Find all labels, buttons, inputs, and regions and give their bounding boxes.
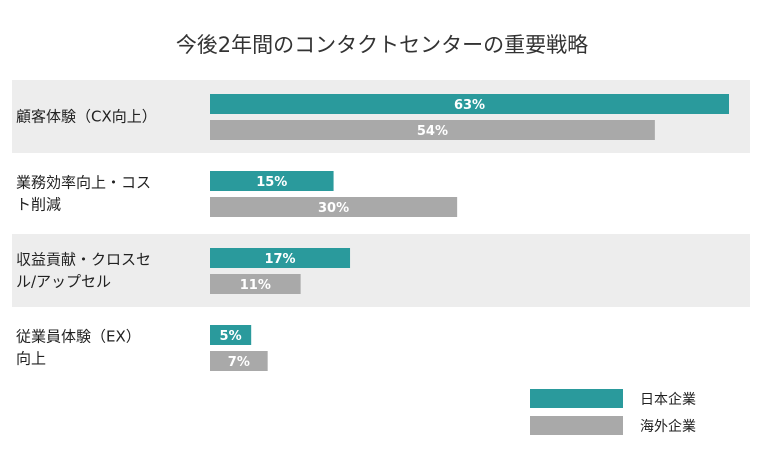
category-label: 業務効率向上・コス <box>16 174 151 192</box>
bar <box>210 351 268 371</box>
data-label: 63% <box>454 98 485 113</box>
bar <box>210 171 334 191</box>
category-labels: 顧客体験（CX向上） 業務効率向上・コスト削減収益貢献・クロスセル/アップセル従業… <box>16 108 157 368</box>
bar <box>210 325 252 345</box>
legend-label: 日本企業 <box>640 391 696 408</box>
data-label: 30% <box>318 201 349 216</box>
data-label: 17% <box>264 252 295 267</box>
category-bands <box>12 80 750 384</box>
bar <box>210 94 729 114</box>
category-band <box>12 311 750 384</box>
chart-title: 今後2年間のコンタクトセンターの重要戦略 <box>176 33 588 57</box>
bar <box>210 197 458 217</box>
data-label: 11% <box>240 278 271 293</box>
category-band <box>12 157 750 230</box>
bar <box>210 274 301 294</box>
bars: 63% 54% 15% 30% 17% 11% 5% 7% <box>210 94 729 371</box>
bar <box>210 120 655 140</box>
category-label: 顧客体験（CX向上） <box>16 108 157 126</box>
bar <box>210 248 351 268</box>
legend-label: 海外企業 <box>640 418 696 435</box>
category-label: 収益貢献・クロスセ <box>16 251 151 269</box>
category-label: ル/アップセル <box>16 273 111 291</box>
category-label: 向上 <box>16 350 46 368</box>
data-label: 54% <box>417 124 448 139</box>
category-label: ト削減 <box>16 196 61 214</box>
category-label: 従業員体験（EX） <box>16 328 141 346</box>
data-label: 7% <box>228 355 250 370</box>
category-band <box>12 80 750 153</box>
legend-swatch <box>530 416 623 435</box>
data-label: 5% <box>220 329 242 344</box>
category-band <box>12 234 750 307</box>
legend-swatch <box>530 389 623 408</box>
data-label: 15% <box>256 175 287 190</box>
